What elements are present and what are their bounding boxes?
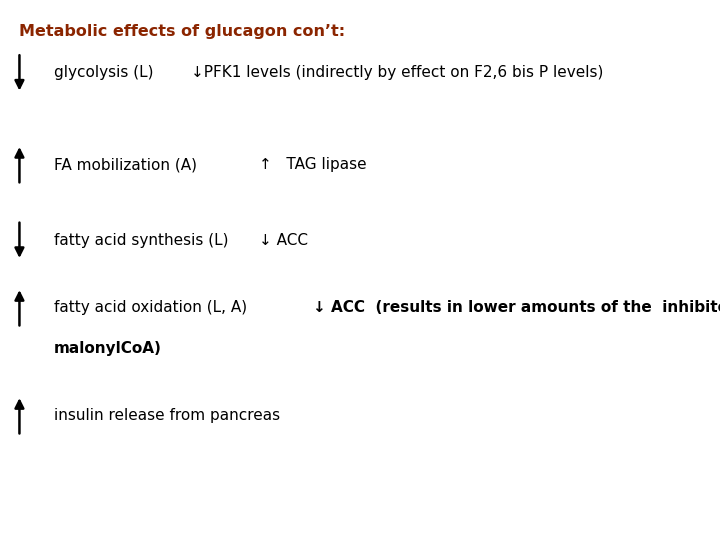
Text: fatty acid oxidation (L, A): fatty acid oxidation (L, A) <box>54 300 247 315</box>
Text: insulin release from pancreas: insulin release from pancreas <box>54 408 280 423</box>
Text: glycolysis (L): glycolysis (L) <box>54 65 153 80</box>
Text: ↓ ACC: ↓ ACC <box>259 233 308 248</box>
Text: ↓PFK1 levels (indirectly by effect on F2,6 bis P levels): ↓PFK1 levels (indirectly by effect on F2… <box>191 65 603 80</box>
Text: fatty acid synthesis (L): fatty acid synthesis (L) <box>54 233 228 248</box>
Text: ↓ ACC  (results in lower amounts of the  inhibitor of ACT,: ↓ ACC (results in lower amounts of the i… <box>313 300 720 315</box>
Text: Metabolic effects of glucagon con’t:: Metabolic effects of glucagon con’t: <box>19 24 346 39</box>
Text: FA mobilization (A): FA mobilization (A) <box>54 157 197 172</box>
Text: malonylCoA): malonylCoA) <box>54 341 162 356</box>
Text: ↑   TAG lipase: ↑ TAG lipase <box>259 157 366 172</box>
